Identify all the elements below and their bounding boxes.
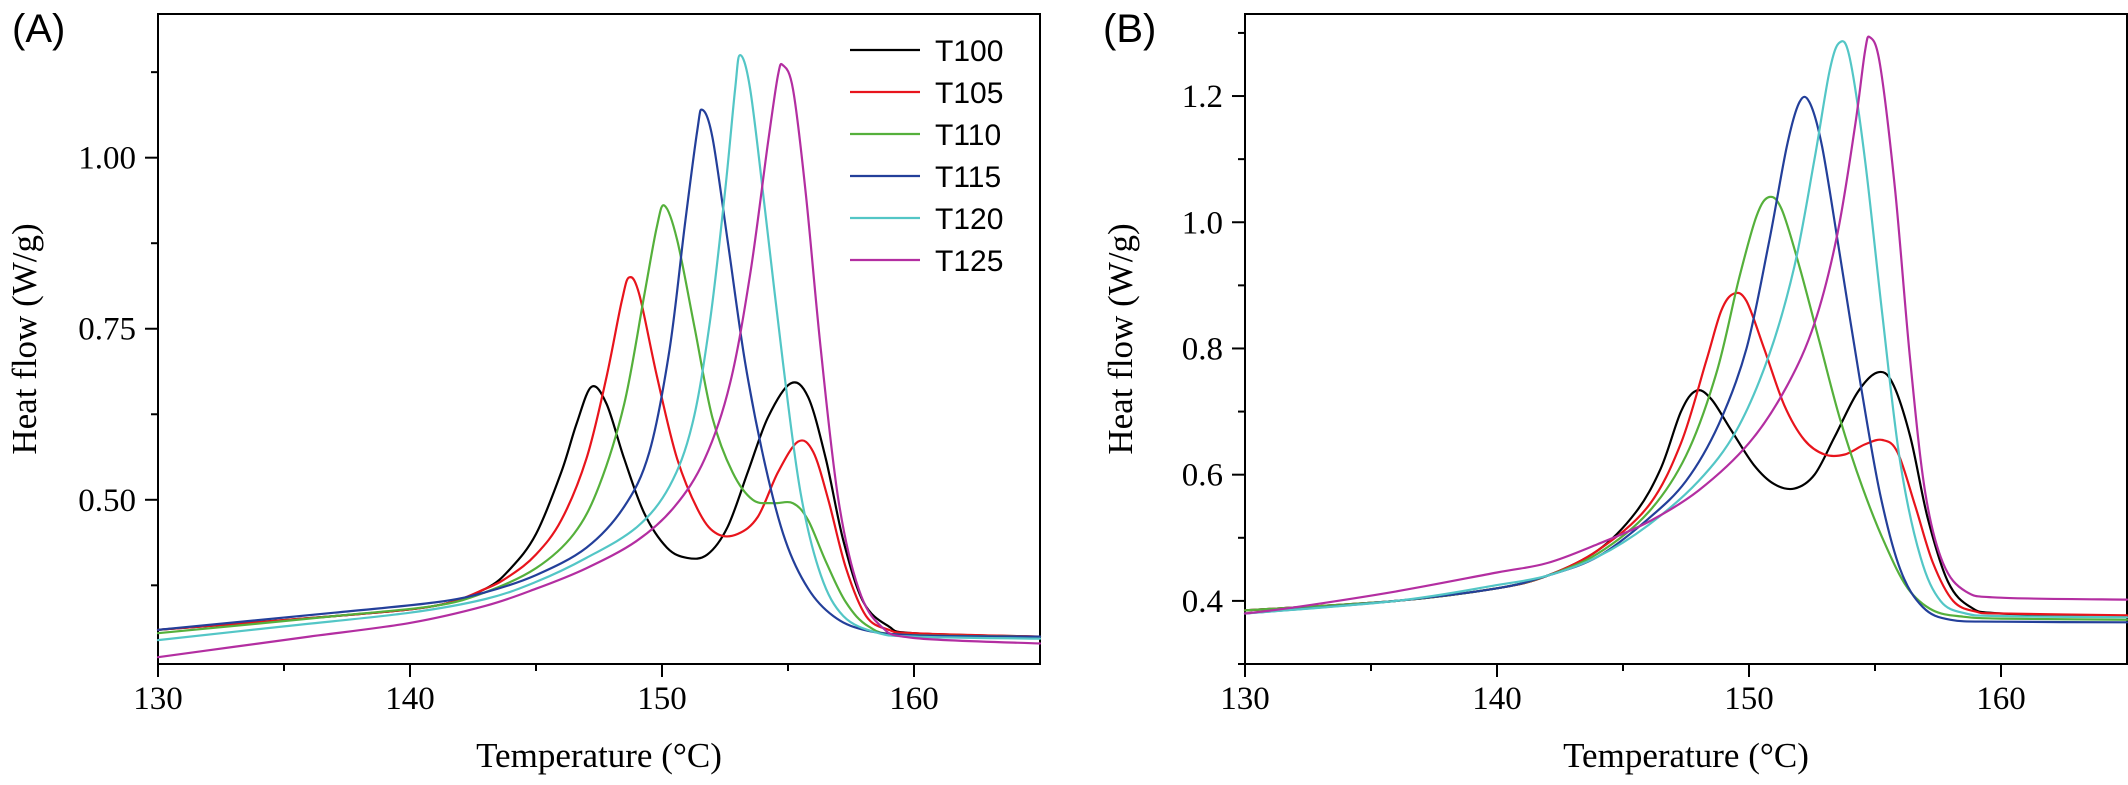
legend-label-t100: T100 (935, 35, 1003, 68)
panel-b-y-tick-label: 1.2 (1182, 79, 1223, 115)
panel-a-ticks: 130 140 150 160 0.50 0.75 1.00 (78, 71, 939, 717)
panel-b: (B) 130 140 150 160 0.4 0.6 0.8 1.0 1.2 Temperat… (1101, 7, 2128, 775)
legend-label-t115: T115 (935, 161, 1001, 194)
panel-a-series-t125 (156, 62, 1042, 659)
panel-b-y-tick-label: 0.6 (1182, 458, 1223, 494)
legend-label-t120: T120 (935, 203, 1003, 236)
panel-b-series-t120 (1243, 40, 2128, 619)
panel-a-y-axis-title: Heat flow (W/g) (5, 223, 44, 454)
panel-b-label: (B) (1103, 7, 1156, 51)
legend-label-t110: T110 (935, 119, 1001, 152)
panel-a-x-axis-title: Temperature (°C) (476, 736, 722, 775)
panel-b-series-t125 (1243, 35, 2128, 615)
panel-b-y-tick-label: 0.8 (1182, 331, 1223, 367)
panel-a-series-t100 (156, 381, 1042, 638)
panel-b-ticks: 130 140 150 160 0.4 0.6 0.8 1.0 1.2 (1182, 31, 2026, 717)
panel-a-series-t105 (156, 276, 1042, 638)
panel-b-plot-frame (1244, 13, 2128, 665)
panel-a: (A) 130 140 150 160 0.50 0.75 1.00 Temperature… (5, 7, 1042, 775)
panel-a-x-tick-label: 130 (133, 681, 183, 717)
panel-b-x-tick-label: 150 (1724, 681, 1774, 717)
legend-label-t125: T125 (935, 245, 1003, 278)
panel-a-y-tick-label: 1.00 (78, 141, 136, 177)
panel-a-x-tick-label: 150 (637, 681, 687, 717)
panel-a-series-t110 (156, 204, 1042, 638)
panel-a-lines (156, 54, 1042, 659)
panel-a-series-t120 (156, 54, 1042, 642)
panel-a-series-t115 (156, 108, 1042, 638)
panel-b-y-tick-label: 0.4 (1182, 584, 1223, 620)
panel-b-y-axis-title: Heat flow (W/g) (1101, 223, 1140, 454)
panel-b-lines (1243, 35, 2128, 624)
panel-a-legend: T100 T105 T110 T115 T120 T125 (850, 35, 1003, 278)
panel-a-y-tick-label: 0.50 (78, 483, 136, 519)
panel-b-series-t115 (1243, 95, 2128, 624)
panel-b-x-axis-title: Temperature (°C) (1563, 736, 1809, 775)
panel-a-x-tick-label: 160 (889, 681, 939, 717)
panel-b-x-tick-label: 140 (1472, 681, 1522, 717)
panel-b-x-tick-label: 130 (1220, 681, 1270, 717)
panel-b-series-t105 (1243, 291, 2128, 617)
panel-a-plot-frame (157, 13, 1041, 665)
legend-label-t105: T105 (935, 77, 1003, 110)
panel-b-x-tick-label: 160 (1976, 681, 2026, 717)
panel-a-label: (A) (12, 7, 65, 51)
panel-b-y-tick-label: 1.0 (1182, 205, 1223, 241)
panel-a-y-tick-label: 0.75 (78, 312, 136, 348)
panel-a-x-tick-label: 140 (385, 681, 435, 717)
panel-b-series-t110 (1243, 195, 2128, 621)
